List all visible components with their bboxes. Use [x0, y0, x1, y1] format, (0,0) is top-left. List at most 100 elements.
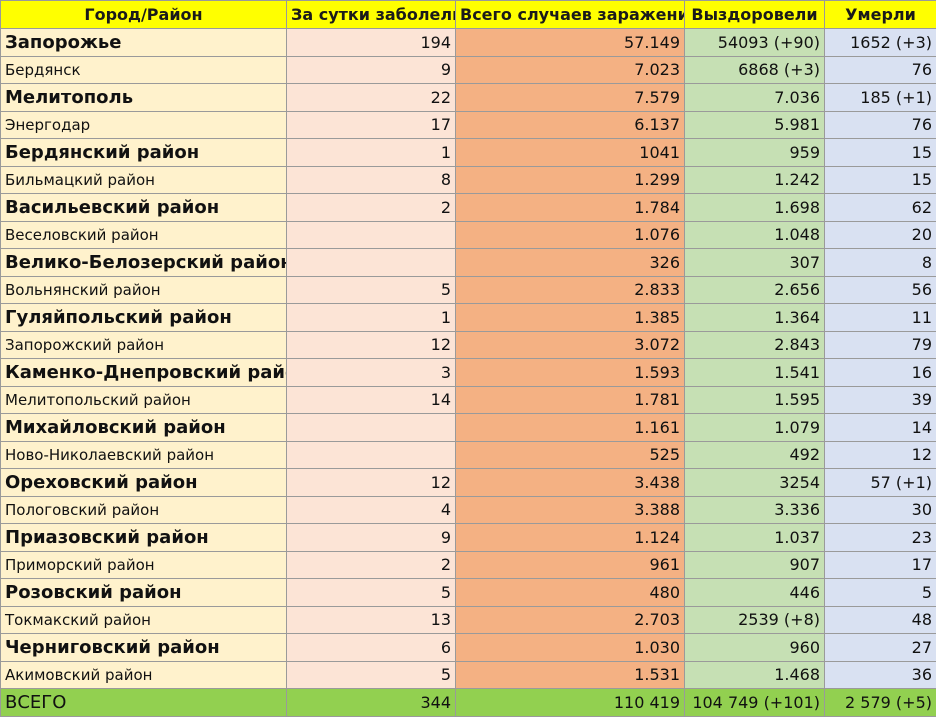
- daily-cases-cell: 2: [286, 193, 456, 222]
- daily-cases-cell: 5: [286, 660, 456, 689]
- daily-cases-cell: 13: [286, 605, 456, 634]
- died-cell: 23: [824, 523, 936, 552]
- died-cell: 11: [824, 303, 936, 332]
- died-cell: 30: [824, 495, 936, 524]
- total-recovered-cell: 104 749 (+101): [684, 688, 825, 717]
- table-row: Пологовский район 4 3.388 3.336 30: [0, 495, 936, 524]
- total-cases-cell: 1.030: [455, 633, 685, 662]
- city-name-cell: Вольнянский район: [0, 275, 287, 304]
- city-name-cell: Токмакский район: [0, 605, 287, 634]
- daily-cases-cell: [286, 440, 456, 469]
- table-row: Токмакский район 13 2.703 2539 (+8) 48: [0, 605, 936, 634]
- city-name-cell: Мелитополь: [0, 83, 287, 112]
- recovered-cell: 6868 (+3): [684, 55, 825, 84]
- table-row: Васильевский район 2 1.784 1.698 62: [0, 193, 936, 222]
- recovered-cell: 1.541: [684, 358, 825, 387]
- died-cell: 15: [824, 138, 936, 167]
- total-cases-cell: 7.023: [455, 55, 685, 84]
- table-row: Бильмацкий район 8 1.299 1.242 15: [0, 165, 936, 194]
- city-name-cell: Веселовский район: [0, 220, 287, 249]
- header-city: Город/Район: [0, 0, 287, 29]
- died-cell: 15: [824, 165, 936, 194]
- daily-cases-cell: 17: [286, 110, 456, 139]
- recovered-cell: 7.036: [684, 83, 825, 112]
- recovered-cell: 54093 (+90): [684, 28, 825, 57]
- table-row: Гуляйпольский район 1 1.385 1.364 11: [0, 303, 936, 332]
- city-name-cell: Гуляйпольский район: [0, 303, 287, 332]
- table-row: Розовский район 5 480 446 5: [0, 578, 936, 607]
- recovered-cell: 1.468: [684, 660, 825, 689]
- daily-cases-cell: 3: [286, 358, 456, 387]
- table-row: Вольнянский район 5 2.833 2.656 56: [0, 275, 936, 304]
- died-cell: 1652 (+3): [824, 28, 936, 57]
- table-row: Мелитополь 22 7.579 7.036 185 (+1): [0, 83, 936, 112]
- total-cases-cell: 961: [455, 550, 685, 579]
- recovered-cell: 1.079: [684, 413, 825, 442]
- city-name-cell: Каменко-Днепровский район: [0, 358, 287, 387]
- died-cell: 12: [824, 440, 936, 469]
- total-cases-cell: 1.299: [455, 165, 685, 194]
- header-recovered: Выздоровели: [684, 0, 825, 29]
- city-name-cell: Пологовский район: [0, 495, 287, 524]
- total-cases-cell: 1.784: [455, 193, 685, 222]
- total-cases-cell: 2.703: [455, 605, 685, 634]
- header-daily-cases: За сутки заболели: [286, 0, 456, 29]
- total-total-cases-cell: 110 419: [455, 688, 685, 717]
- recovered-cell: 2.843: [684, 330, 825, 359]
- recovered-cell: 5.981: [684, 110, 825, 139]
- city-name-cell: Розовский район: [0, 578, 287, 607]
- died-cell: 76: [824, 55, 936, 84]
- city-name-cell: Ново-Николаевский район: [0, 440, 287, 469]
- table-row: Бердянск 9 7.023 6868 (+3) 76: [0, 55, 936, 84]
- total-cases-cell: 2.833: [455, 275, 685, 304]
- daily-cases-cell: 1: [286, 138, 456, 167]
- table-row: Акимовский район 5 1.531 1.468 36: [0, 660, 936, 689]
- city-name-cell: Михайловский район: [0, 413, 287, 442]
- daily-cases-cell: [286, 413, 456, 442]
- recovered-cell: 1.242: [684, 165, 825, 194]
- died-cell: 56: [824, 275, 936, 304]
- died-cell: 185 (+1): [824, 83, 936, 112]
- daily-cases-cell: 2: [286, 550, 456, 579]
- died-cell: 48: [824, 605, 936, 634]
- city-name-cell: Бердянский район: [0, 138, 287, 167]
- recovered-cell: 907: [684, 550, 825, 579]
- recovered-cell: 960: [684, 633, 825, 662]
- city-name-cell: Бердянск: [0, 55, 287, 84]
- daily-cases-cell: 5: [286, 275, 456, 304]
- total-cases-cell: 3.438: [455, 468, 685, 497]
- total-cases-cell: 3.388: [455, 495, 685, 524]
- recovered-cell: 1.595: [684, 385, 825, 414]
- city-name-cell: Велико-Белозерский район: [0, 248, 287, 277]
- city-name-cell: Запорожский район: [0, 330, 287, 359]
- recovered-cell: 492: [684, 440, 825, 469]
- died-cell: 76: [824, 110, 936, 139]
- total-cases-cell: 326: [455, 248, 685, 277]
- daily-cases-cell: 4: [286, 495, 456, 524]
- daily-cases-cell: 9: [286, 55, 456, 84]
- total-cases-cell: 1.076: [455, 220, 685, 249]
- total-city-name-cell: ВСЕГО: [0, 688, 287, 717]
- total-cases-cell: 6.137: [455, 110, 685, 139]
- total-row: ВСЕГО 344 110 419 104 749 (+101) 2 579 (+5): [0, 688, 936, 717]
- header-died: Умерли: [824, 0, 936, 29]
- daily-cases-cell: 8: [286, 165, 456, 194]
- recovered-cell: 1.364: [684, 303, 825, 332]
- total-daily-cases-cell: 344: [286, 688, 456, 717]
- total-cases-cell: 7.579: [455, 83, 685, 112]
- daily-cases-cell: 22: [286, 83, 456, 112]
- city-name-cell: Черниговский район: [0, 633, 287, 662]
- recovered-cell: 2539 (+8): [684, 605, 825, 634]
- recovered-cell: 1.037: [684, 523, 825, 552]
- city-name-cell: Приморский район: [0, 550, 287, 579]
- recovered-cell: 959: [684, 138, 825, 167]
- total-cases-cell: 1.781: [455, 385, 685, 414]
- table-row: Запорожский район 12 3.072 2.843 79: [0, 330, 936, 359]
- recovered-cell: 1.048: [684, 220, 825, 249]
- died-cell: 14: [824, 413, 936, 442]
- daily-cases-cell: 5: [286, 578, 456, 607]
- died-cell: 62: [824, 193, 936, 222]
- daily-cases-cell: [286, 248, 456, 277]
- daily-cases-cell: [286, 220, 456, 249]
